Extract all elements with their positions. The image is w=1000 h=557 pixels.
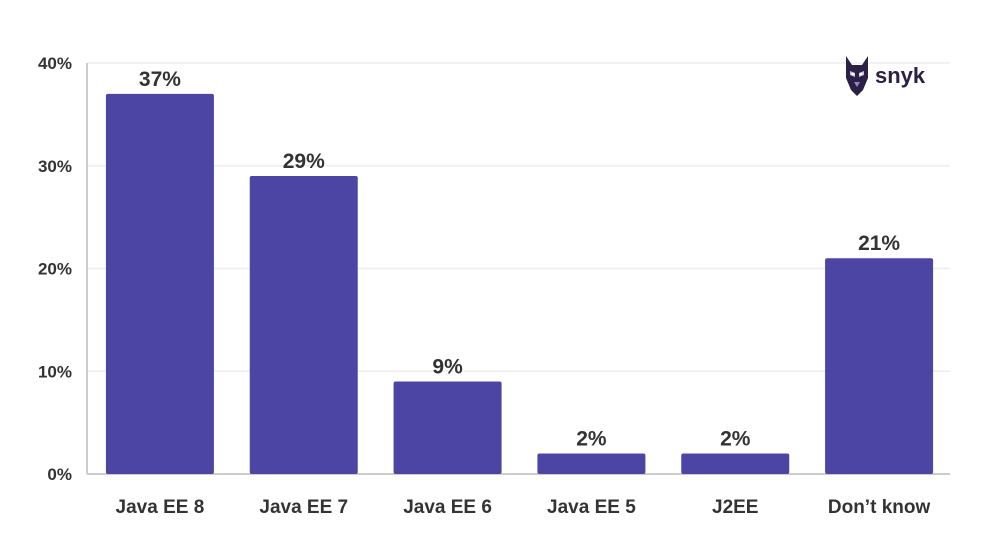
bar	[393, 381, 502, 474]
value-labels: 37% 29% 9% 2% 2% 21%	[139, 68, 901, 451]
x-category-label: Java EE 8	[116, 497, 205, 518]
y-tick-label: 40%	[38, 54, 72, 73]
bar-value-label: 2%	[720, 427, 751, 450]
bar	[249, 176, 358, 474]
axes	[86, 63, 950, 475]
x-category-label: Java EE 6	[403, 497, 492, 518]
y-tick-label: 20%	[38, 260, 72, 279]
bar-value-label: 29%	[283, 150, 325, 173]
bar	[681, 453, 790, 474]
bar	[537, 453, 646, 474]
bar-value-label: 2%	[576, 427, 607, 450]
category-labels: Java EE 8 Java EE 7 Java EE 6 Java EE 5 J2EE…	[116, 497, 931, 518]
x-category-label: J2EE	[712, 497, 758, 518]
x-category-label: Java EE 7	[259, 497, 348, 518]
bars	[105, 93, 934, 474]
doberman-icon	[846, 56, 868, 96]
y-tick-label: 10%	[38, 362, 72, 381]
bar	[105, 93, 214, 474]
x-category-label: Don’t know	[828, 497, 931, 518]
bar-value-label: 9%	[432, 356, 463, 379]
logo-text: snyk	[875, 63, 926, 88]
bar-value-label: 37%	[139, 68, 181, 91]
y-axis-ticks: 0% 10% 20% 30% 40%	[38, 54, 72, 484]
x-category-label: Java EE 5	[547, 497, 636, 518]
bar-value-label: 21%	[858, 232, 900, 255]
grid-lines	[87, 62, 950, 372]
y-tick-label: 0%	[47, 465, 72, 484]
bar	[825, 258, 934, 474]
y-tick-label: 30%	[38, 157, 72, 176]
snyk-logo: snyk	[846, 56, 926, 96]
